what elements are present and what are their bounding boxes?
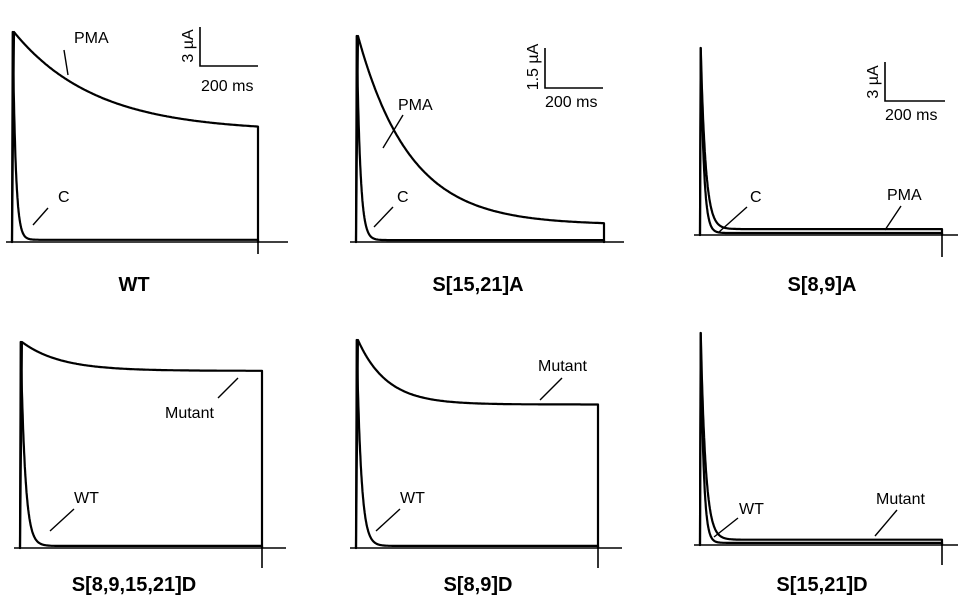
- traces-S[8,9]A: C PMA: [694, 46, 958, 257]
- trace-wt: [698, 331, 944, 547]
- panel-s15-21a: 1.5 µA 200 ms S[15,21]A: [432, 43, 603, 296]
- panel-s8-9a: 3 µA 200 ms S[8,9]A: [788, 62, 945, 296]
- trace-mutant: [354, 338, 600, 550]
- panel-title-s8-9d: S[8,9]D: [444, 574, 513, 596]
- leader-line-pma: [63, 49, 69, 76]
- series-label-pma: PMA: [398, 97, 433, 114]
- leader-line-mutant: [539, 377, 563, 401]
- leader-line-c: [32, 207, 49, 226]
- trace-wt: [354, 338, 600, 550]
- traces-S[15,21]D: WT Mutant: [694, 331, 958, 565]
- panel-title: S[8,9]A: [788, 274, 857, 296]
- series-label-mutant: Mutant: [876, 491, 925, 508]
- scale-bar: 3 µA 200 ms: [865, 62, 945, 124]
- leader-line-pma: [382, 114, 404, 149]
- scale-bar: 3 µA 200 ms: [180, 27, 258, 95]
- leader-line-pma: [884, 205, 902, 231]
- scale-bar-y-label: 3 µA: [180, 29, 197, 63]
- trace-pma: [698, 46, 944, 237]
- leader-line-wt: [49, 508, 75, 532]
- series-label-pma: PMA: [74, 30, 109, 47]
- series-label-c: C: [750, 189, 762, 206]
- scale-bar-y-label: 1.5 µA: [525, 43, 542, 90]
- series-label-mutant: Mutant: [165, 405, 214, 422]
- series-label-wt: WT: [74, 490, 99, 507]
- traces-S[15,21]A: PMA C: [350, 34, 624, 244]
- leader-line-c: [373, 206, 394, 228]
- trace-c: [10, 30, 260, 244]
- panel-title-s15-21d: S[15,21]D: [776, 574, 867, 596]
- panel-title-s8-9-15-21d: S[8,9,15,21]D: [72, 574, 197, 596]
- series-label-c: C: [58, 189, 70, 206]
- scale-bar-x-label: 200 ms: [545, 94, 597, 111]
- panel-title: S[15,21]A: [432, 274, 523, 296]
- panel-title: WT: [118, 274, 149, 296]
- trace-mutant: [698, 331, 944, 547]
- trace-plots: PMA C PMA C C PMA Mutant WT Mutant WT WT Mutant: [6, 30, 958, 568]
- traces-S[8,9]D: Mutant WT: [350, 338, 622, 568]
- trace-mutant: [18, 340, 264, 550]
- scale-bar-x-label: 200 ms: [201, 78, 253, 95]
- trace-pma: [354, 34, 606, 244]
- scale-bar-x-label: 200 ms: [885, 107, 937, 124]
- leader-line-mutant: [217, 377, 239, 399]
- panel-wt: 3 µA 200 ms WT: [118, 27, 258, 296]
- series-label-wt: WT: [739, 501, 764, 518]
- series-label-mutant: Mutant: [538, 358, 587, 375]
- traces-S[8,9,15,21]D: Mutant WT: [14, 340, 286, 568]
- series-label-pma: PMA: [887, 187, 922, 204]
- traces-WT: PMA C: [6, 30, 288, 254]
- series-label-wt: WT: [400, 490, 425, 507]
- trace-c: [698, 46, 944, 237]
- series-label-c: C: [397, 189, 409, 206]
- leader-line-wt: [375, 508, 401, 532]
- leader-line-mutant: [874, 509, 898, 537]
- trace-wt: [18, 340, 264, 550]
- scale-bar-y-label: 3 µA: [865, 65, 882, 99]
- trace-c: [354, 34, 606, 244]
- trace-pma: [10, 30, 260, 244]
- scale-bar: 1.5 µA 200 ms: [525, 43, 603, 111]
